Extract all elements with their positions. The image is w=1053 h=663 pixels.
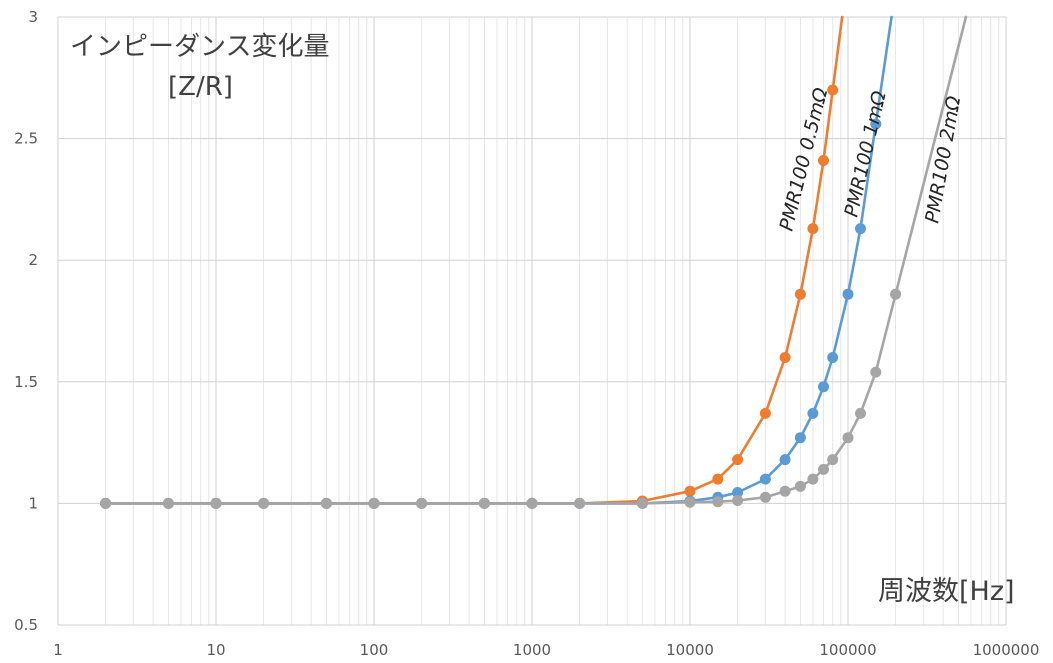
data-point xyxy=(842,432,854,444)
x-axis-label: 周波数[Hz] xyxy=(878,576,1015,607)
data-point xyxy=(258,497,270,509)
minor-gridlines xyxy=(105,17,1000,625)
y-axis-label-line1: インピーダンス変化量 xyxy=(70,32,329,62)
data-point xyxy=(870,118,882,130)
data-point xyxy=(732,487,744,498)
data-point xyxy=(827,352,839,363)
x-tick-label: 10000 xyxy=(666,641,714,659)
data-point xyxy=(827,454,839,466)
data-point xyxy=(636,497,648,509)
data-point xyxy=(712,473,724,485)
data-point xyxy=(574,497,586,509)
data-point xyxy=(779,485,791,497)
data-point xyxy=(827,84,839,96)
data-point xyxy=(526,497,538,509)
x-tick-label: 100 xyxy=(360,641,389,659)
data-point xyxy=(870,366,882,378)
data-point xyxy=(818,463,829,475)
tick-labels: 1 10 100 1000 10000 100000 1000000 0.5 1 1.5 2 2.5 3 xyxy=(14,8,1039,659)
data-point xyxy=(759,473,771,485)
data-point xyxy=(732,495,744,506)
data-point xyxy=(162,497,174,509)
data-point xyxy=(684,496,696,508)
series-3 xyxy=(100,15,968,509)
data-point xyxy=(210,497,222,509)
data-point xyxy=(890,288,902,300)
x-tick-label: 1 xyxy=(53,641,63,659)
data-point xyxy=(712,496,724,508)
data-point xyxy=(759,491,771,503)
data-point xyxy=(807,223,819,235)
data-point xyxy=(779,352,791,363)
data-point xyxy=(320,497,332,509)
y-tick-label: 1.5 xyxy=(14,373,38,391)
data-point xyxy=(842,288,854,300)
data-point xyxy=(855,223,866,235)
y-tick-label: 3 xyxy=(28,8,38,26)
data-point xyxy=(818,381,829,393)
data-point xyxy=(794,288,806,300)
data-point xyxy=(478,497,490,509)
data-point xyxy=(779,454,791,466)
data-point xyxy=(818,155,829,166)
x-tick-label: 1000000 xyxy=(973,641,1040,659)
data-point xyxy=(684,485,696,497)
data-point xyxy=(807,407,819,419)
data-point xyxy=(732,454,744,466)
x-tick-label: 10 xyxy=(206,641,225,659)
data-point xyxy=(368,497,380,509)
y-tick-label: 1 xyxy=(28,494,38,512)
x-tick-label: 100000 xyxy=(819,641,876,659)
x-tick-label: 1000 xyxy=(513,641,551,659)
data-point xyxy=(807,473,819,485)
series-layer xyxy=(100,15,968,509)
y-axis-label-line2: [Z/R] xyxy=(168,72,233,102)
data-point xyxy=(855,407,866,419)
data-point xyxy=(794,480,806,492)
y-tick-label: 2 xyxy=(28,251,38,269)
data-point xyxy=(416,497,428,509)
y-tick-label: 2.5 xyxy=(14,130,38,148)
data-point xyxy=(100,497,112,509)
data-point xyxy=(759,407,771,419)
y-tick-label: 0.5 xyxy=(14,616,38,634)
data-point xyxy=(794,432,806,444)
